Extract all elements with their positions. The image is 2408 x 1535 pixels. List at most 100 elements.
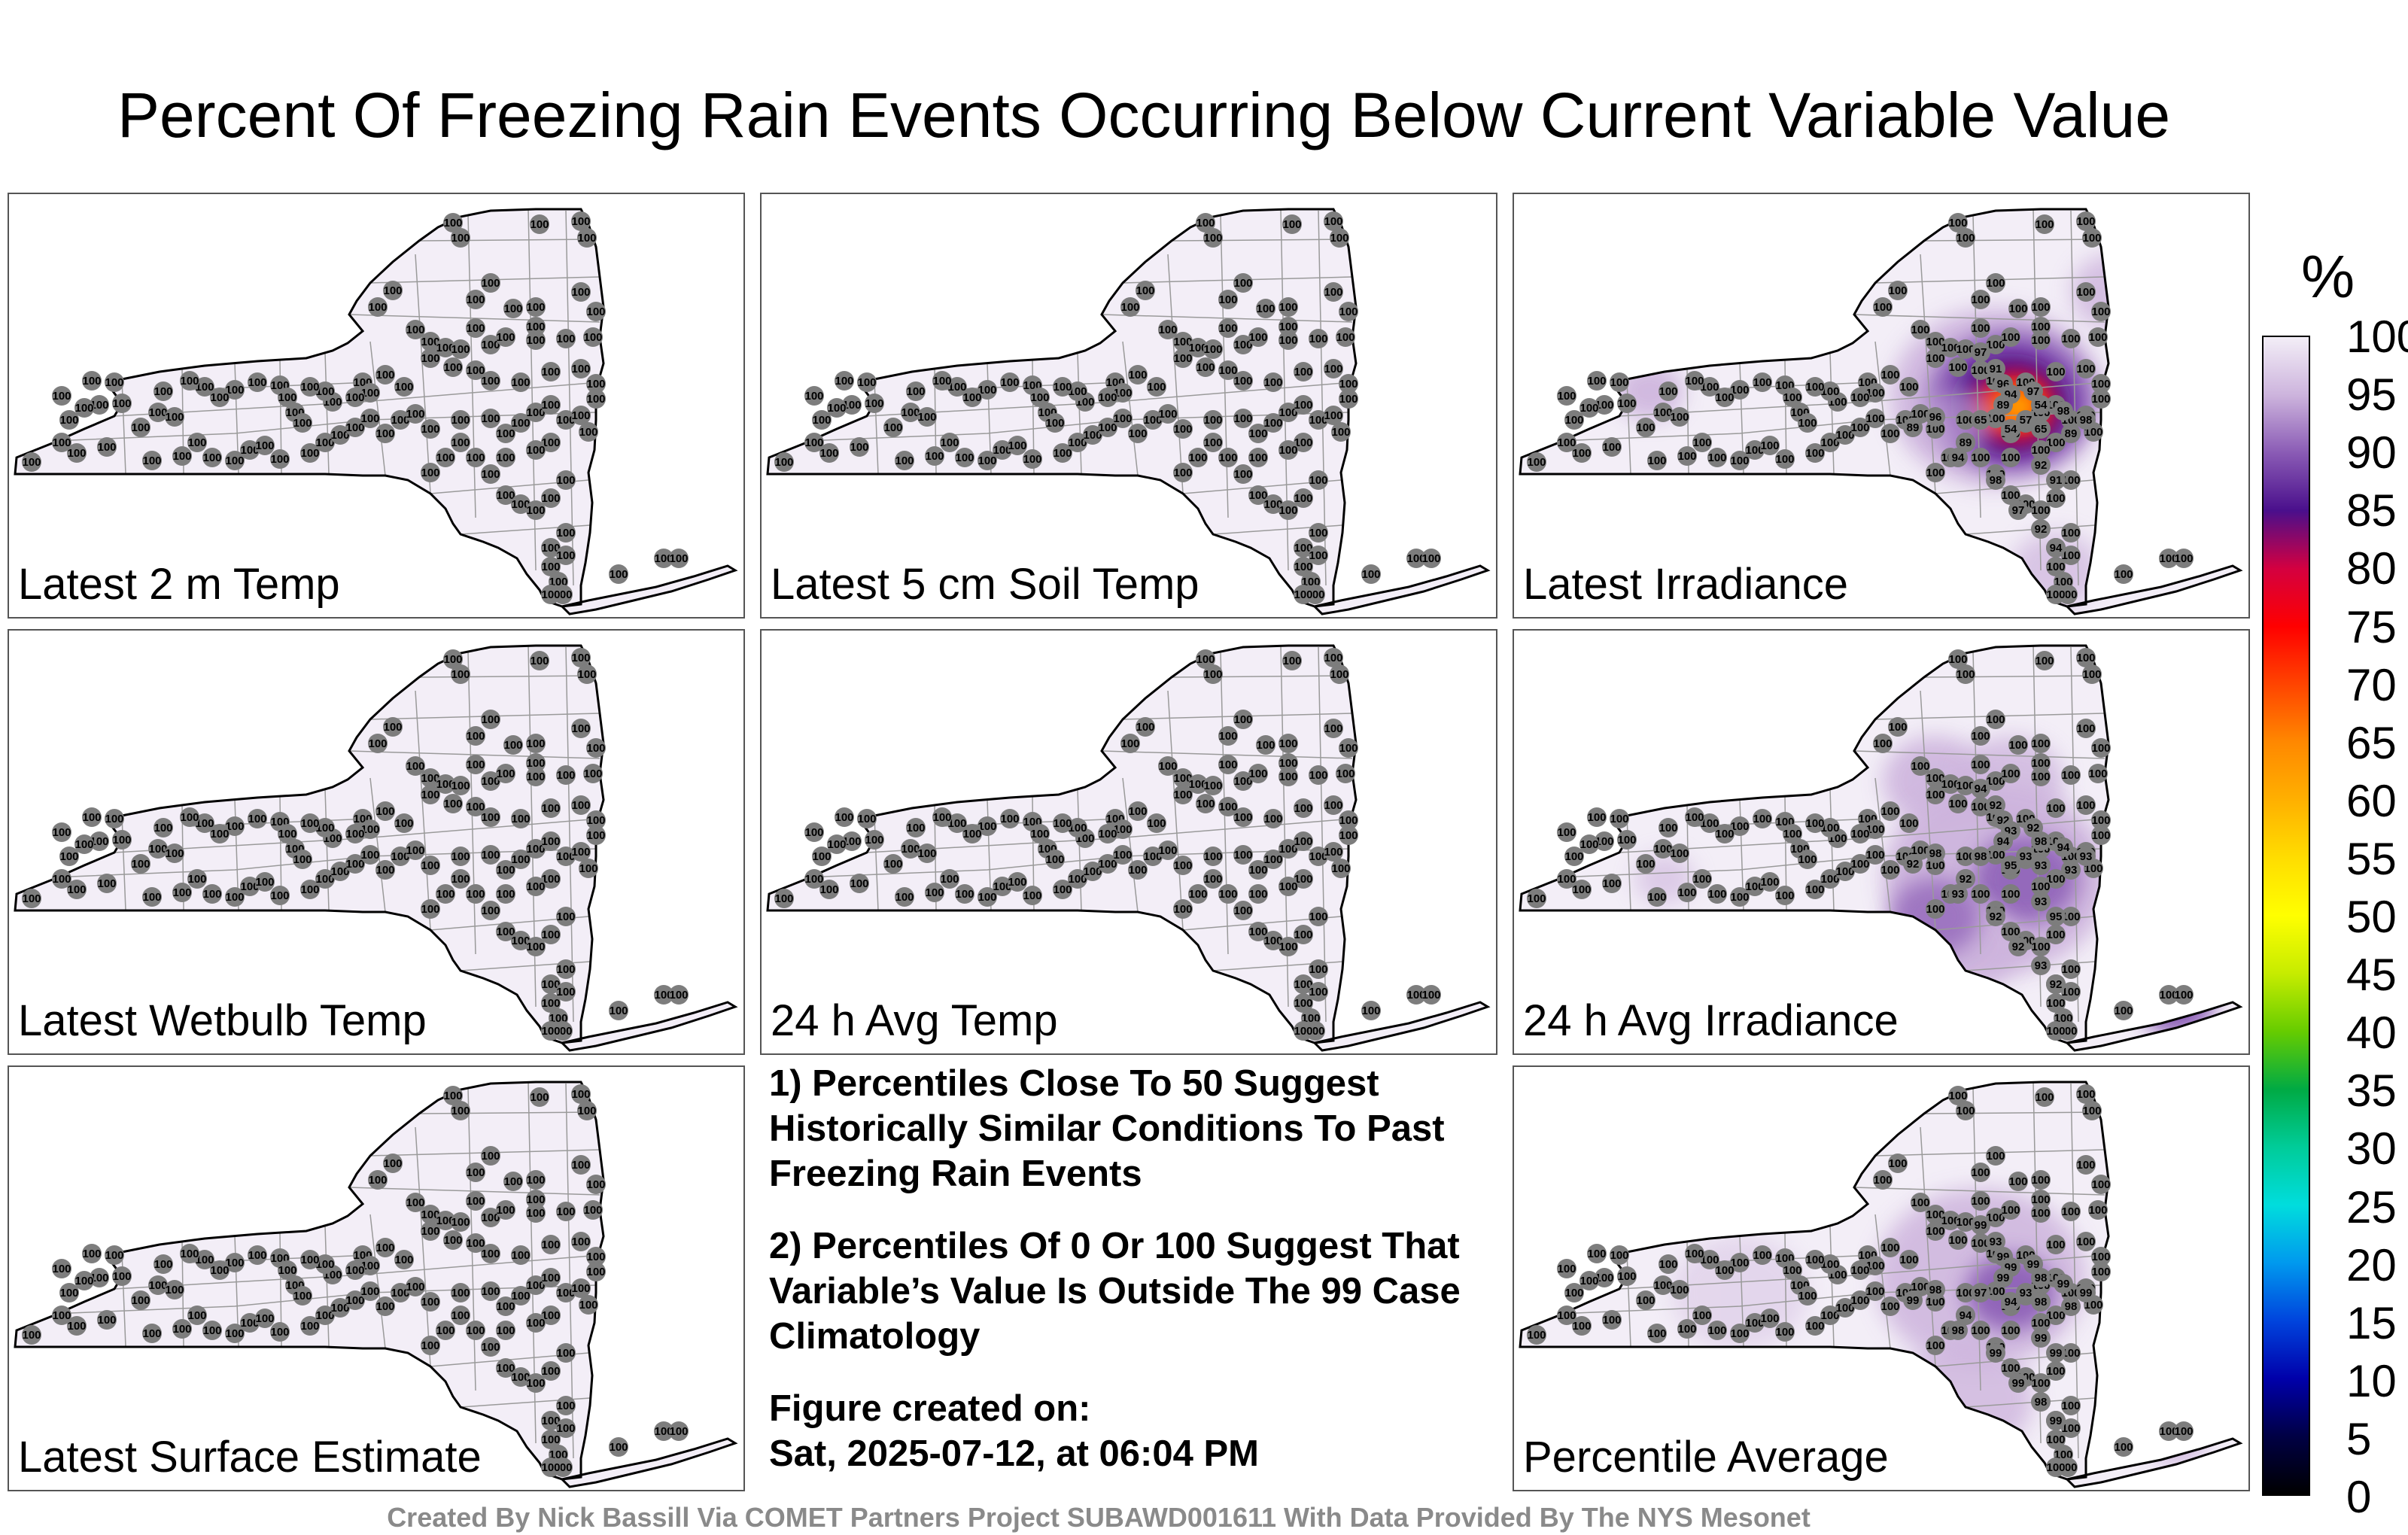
station-value: 100 (932, 375, 951, 388)
station-value: 100 (1282, 218, 1301, 231)
station-value: 100 (1527, 892, 1546, 905)
station-marker (360, 1281, 380, 1301)
station-marker (1030, 388, 1050, 407)
station-value: 100 (1263, 853, 1282, 866)
station-value: 100 (1971, 322, 1990, 335)
station-marker (1986, 1343, 2005, 1363)
station-value: 100 (406, 1196, 424, 1209)
station-marker (556, 982, 576, 1002)
station-marker (1753, 1245, 1772, 1265)
station-value: 100 (1692, 873, 1711, 886)
station-value: 100 (1798, 417, 1817, 430)
station-value: 98 (2065, 1300, 2078, 1313)
station-marker (22, 452, 41, 472)
station-marker (1850, 1290, 1870, 1310)
station-value: 100 (1956, 232, 1975, 245)
station-marker (2091, 738, 2111, 758)
station-value: 100 (571, 409, 590, 422)
station-value: 100 (1850, 828, 1869, 840)
station-marker (2046, 362, 2066, 381)
station-value: 100 (1218, 364, 1237, 377)
station-marker (278, 388, 297, 407)
station-value: 100 (1098, 828, 1117, 840)
station-value: 99 (2050, 1415, 2063, 1427)
station-value: 100 (436, 1214, 455, 1227)
station-marker (496, 327, 515, 347)
station-marker (2082, 1101, 2102, 1120)
station-value: 100 (511, 1290, 530, 1302)
station-value: 100 (1926, 772, 1944, 785)
station-value: 93 (2035, 959, 2048, 972)
station-marker (2159, 549, 2178, 568)
station-marker (1248, 884, 1268, 904)
county-boundary (1874, 1214, 1891, 1349)
station-marker (1971, 797, 1990, 816)
county-boundary (1920, 1126, 1936, 1367)
station-value: 100 (586, 742, 605, 755)
station-value: 100 (368, 737, 387, 750)
station-marker (1248, 448, 1268, 467)
station-marker (2031, 500, 2051, 520)
station-value: 100 (906, 385, 925, 398)
station-marker (443, 1230, 463, 1250)
station-marker (1278, 500, 1298, 520)
colorbar-tick-label: 40 (2346, 1008, 2397, 1059)
station-marker (865, 394, 884, 413)
station-marker (1331, 422, 1351, 442)
station-marker (421, 348, 440, 368)
station-value: 100 (1278, 941, 1297, 953)
station-marker (112, 830, 132, 850)
station-marker (586, 374, 606, 394)
station-value: 100 (2035, 1091, 2054, 1104)
station-value: 100 (1278, 737, 1297, 750)
station-value: 100 (1617, 834, 1636, 847)
station-value: 100 (541, 873, 560, 886)
station-marker (1098, 388, 1117, 407)
station-marker (481, 273, 500, 293)
station-marker (1602, 437, 1622, 457)
station-value: 100 (1309, 986, 1327, 999)
station-value: 100 (774, 892, 793, 905)
station-value: 100 (932, 811, 951, 824)
station-marker (1294, 538, 1313, 558)
station-marker (210, 824, 230, 843)
station-marker (481, 1337, 500, 1357)
station-value: 100 (2046, 492, 2065, 505)
station-marker (496, 1358, 515, 1378)
station-marker (1820, 433, 1840, 452)
station-marker (131, 418, 150, 437)
colorbar-tick-label: 30 (2346, 1123, 2397, 1175)
station-marker (586, 389, 606, 409)
station-marker (1956, 776, 1975, 795)
station-value: 100 (526, 301, 545, 314)
station-marker (1218, 290, 1238, 309)
station-marker (1128, 801, 1148, 821)
station-marker (1617, 394, 1637, 413)
station-marker (383, 281, 403, 300)
station-marker (2001, 1321, 2020, 1340)
station-marker (1903, 854, 1923, 874)
station-value: 100 (1339, 829, 1358, 842)
station-marker (1324, 719, 1343, 738)
station-marker (2031, 956, 2051, 975)
station-marker (315, 818, 335, 837)
station-marker (180, 807, 199, 827)
station-marker (1692, 433, 1712, 452)
map-panel-surface-estimate: 100 100 100 100 100 100 100 100 100 100 100 100 100 1… (8, 1065, 745, 1491)
station-value: 100 (1587, 811, 1606, 824)
station-marker (1233, 371, 1253, 391)
station-value: 100 (375, 1242, 394, 1254)
station-value: 100 (436, 778, 455, 791)
station-marker (2008, 1373, 2028, 1393)
station-marker (443, 649, 463, 669)
station-marker (2046, 1430, 2066, 1449)
station-value: 100 (977, 820, 996, 833)
station-value: 100 (255, 1312, 274, 1325)
station-value: 93 (2035, 895, 2048, 908)
station-marker (1880, 1296, 1900, 1316)
station-value: 100 (526, 321, 545, 333)
station-value: 100 (1730, 1257, 1749, 1269)
station-value: 100 (1188, 888, 1207, 901)
station-marker (255, 436, 275, 455)
station-value: 100 (2001, 331, 2020, 344)
